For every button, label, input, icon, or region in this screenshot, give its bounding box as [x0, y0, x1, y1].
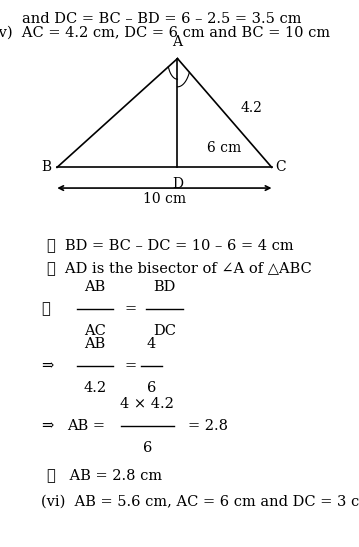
- Text: 4.2: 4.2: [240, 101, 262, 114]
- Text: 4.2: 4.2: [83, 381, 107, 395]
- Text: ∴  BD = BC – DC = 10 – 6 = 4 cm: ∴ BD = BC – DC = 10 – 6 = 4 cm: [47, 238, 293, 252]
- Text: ∴   AB = 2.8 cm: ∴ AB = 2.8 cm: [47, 468, 162, 482]
- Text: C: C: [276, 160, 286, 174]
- Text: =: =: [124, 359, 136, 373]
- Text: 4 × 4.2: 4 × 4.2: [120, 397, 174, 411]
- Text: =: =: [124, 302, 136, 316]
- Text: and DC = BC – BD = 6 – 2.5 = 3.5 cm: and DC = BC – BD = 6 – 2.5 = 3.5 cm: [22, 12, 302, 26]
- Text: (v)  AC = 4.2 cm, DC = 6 cm and BC = 10 cm: (v) AC = 4.2 cm, DC = 6 cm and BC = 10 c…: [0, 26, 330, 40]
- Text: 6: 6: [146, 381, 156, 395]
- Text: 6: 6: [143, 441, 152, 455]
- Text: ⇒: ⇒: [41, 359, 53, 373]
- Text: ⇒: ⇒: [41, 419, 53, 433]
- Text: ∴  AD is the bisector of ∠A of △ABC: ∴ AD is the bisector of ∠A of △ABC: [47, 261, 311, 275]
- Text: AC: AC: [84, 324, 106, 338]
- Text: AB =: AB =: [67, 419, 106, 433]
- Text: DC: DC: [153, 324, 176, 338]
- Text: B: B: [42, 160, 52, 174]
- Text: BD: BD: [153, 280, 176, 294]
- Text: (vi)  AB = 5.6 cm, AC = 6 cm and DC = 3 cm: (vi) AB = 5.6 cm, AC = 6 cm and DC = 3 c…: [41, 495, 359, 509]
- Text: 6 cm: 6 cm: [208, 142, 242, 155]
- Text: 10 cm: 10 cm: [143, 193, 186, 206]
- Text: AB: AB: [84, 337, 106, 351]
- Text: A: A: [172, 35, 182, 49]
- Text: = 2.8: = 2.8: [188, 419, 228, 433]
- Text: 4: 4: [147, 337, 156, 351]
- Text: D: D: [172, 177, 183, 191]
- Text: ∴: ∴: [41, 302, 50, 316]
- Text: AB: AB: [84, 280, 106, 294]
